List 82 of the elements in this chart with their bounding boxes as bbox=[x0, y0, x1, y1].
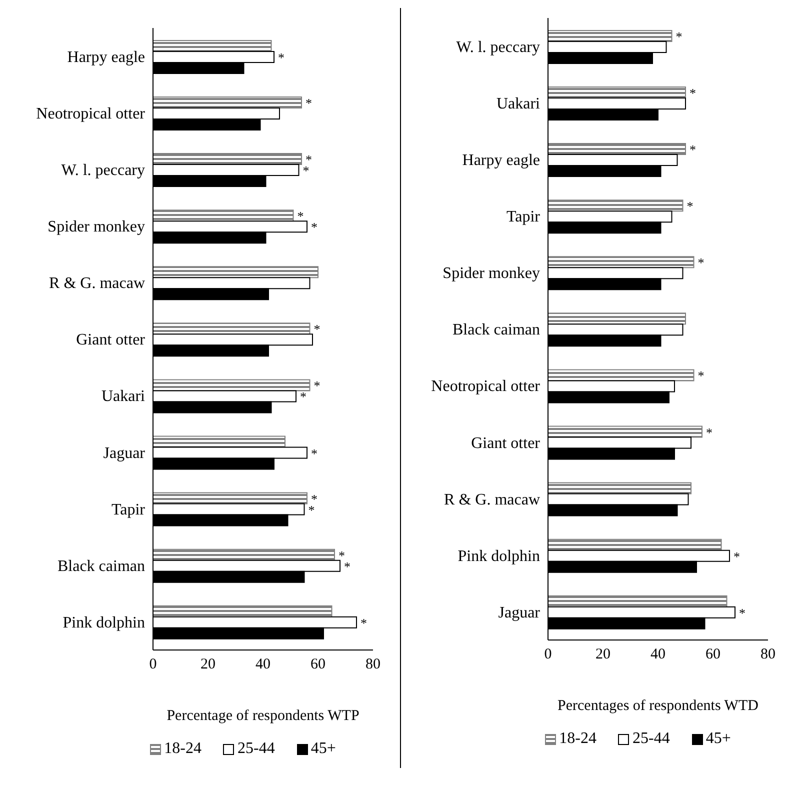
y-tick-label: Giant otter bbox=[76, 332, 146, 349]
x-tick-label: 20 bbox=[200, 656, 216, 673]
bar bbox=[548, 482, 692, 494]
y-tick-label: Pink dolphin bbox=[62, 614, 145, 632]
data-label: * bbox=[739, 605, 746, 620]
legend-label: 25-44 bbox=[632, 730, 670, 748]
bar bbox=[153, 40, 272, 52]
y-tick-label: Giant otter bbox=[471, 434, 541, 452]
x-tick-label: 60 bbox=[706, 646, 720, 663]
legend-label: 25-44 bbox=[237, 740, 275, 758]
y-tick-label: Black caiman bbox=[452, 322, 540, 339]
bar bbox=[153, 153, 302, 166]
bar bbox=[548, 538, 722, 551]
bar bbox=[548, 30, 672, 42]
bar bbox=[548, 426, 702, 438]
data-label: * bbox=[311, 220, 318, 235]
y-tick-label: Harpy eagle bbox=[462, 152, 540, 170]
y-tick-label: Uakari bbox=[101, 388, 146, 406]
x-tick-label: 0 bbox=[149, 656, 157, 673]
bar bbox=[153, 266, 318, 278]
x-tick-label: 0 bbox=[544, 646, 552, 663]
x-tick-label: 80 bbox=[760, 646, 776, 663]
y-tick-label: Black caiman bbox=[57, 558, 145, 575]
y-tick-label: Harpy eagle bbox=[67, 48, 145, 66]
y-tick-label: Tapir bbox=[111, 501, 146, 518]
data-label: * bbox=[690, 85, 696, 100]
data-label: * bbox=[360, 615, 367, 630]
x-tick-label: 60 bbox=[310, 656, 326, 673]
data-label: * bbox=[338, 548, 345, 563]
y-tick-label: R & G. macaw bbox=[49, 275, 146, 292]
y-tick-label: Spider monkey bbox=[48, 218, 145, 236]
data-label: * bbox=[698, 368, 704, 384]
bar bbox=[153, 96, 302, 108]
bar bbox=[548, 143, 686, 156]
y-tick-label: W. l. peccary bbox=[61, 162, 145, 180]
bar bbox=[153, 548, 335, 561]
x-axis-title: Percentage of respondents WTP bbox=[166, 708, 360, 724]
data-label: * bbox=[306, 95, 312, 110]
bar bbox=[548, 86, 686, 98]
data-label: * bbox=[314, 322, 320, 337]
data-label: * bbox=[297, 208, 304, 224]
y-tick-label: Jaguar bbox=[498, 604, 541, 622]
x-axis-title: Percentages of respondents WTD bbox=[558, 698, 759, 714]
y-tick-label: W. l. peccary bbox=[456, 38, 540, 56]
y-tick-label: R & G. macaw bbox=[444, 491, 540, 508]
y-tick-label: Neotropical otter bbox=[431, 378, 541, 396]
bar bbox=[548, 256, 694, 268]
x-tick-label: 40 bbox=[256, 656, 270, 673]
x-tick-label: 20 bbox=[596, 646, 610, 663]
x-tick-label: 80 bbox=[366, 656, 380, 673]
bar bbox=[153, 492, 308, 504]
data-label: * bbox=[734, 548, 740, 564]
bar bbox=[153, 379, 310, 392]
bar bbox=[548, 369, 694, 382]
data-label: * bbox=[314, 378, 320, 394]
y-tick-label: Tapir bbox=[506, 208, 541, 226]
legend-label: 18-24 bbox=[164, 740, 202, 758]
data-label: * bbox=[686, 198, 694, 214]
bar bbox=[548, 200, 684, 212]
legend-label: 18-24 bbox=[559, 730, 596, 748]
bar bbox=[153, 605, 332, 618]
y-tick-label: Neotropical otter bbox=[36, 106, 146, 122]
bar bbox=[153, 436, 286, 448]
data-label: * bbox=[344, 558, 350, 574]
data-label: * bbox=[311, 446, 318, 461]
legend-label: 45+ bbox=[310, 740, 336, 758]
data-label: * bbox=[698, 255, 704, 270]
data-label: * bbox=[690, 142, 696, 158]
y-tick-label: Jaguar bbox=[103, 444, 146, 462]
bar bbox=[548, 595, 728, 608]
legend-label: 45+ bbox=[706, 730, 731, 748]
x-tick-label: 40 bbox=[650, 646, 666, 663]
bar bbox=[153, 210, 294, 222]
data-label: * bbox=[676, 28, 682, 44]
bar bbox=[548, 312, 686, 325]
data-label: * bbox=[300, 389, 306, 404]
y-tick-label: Uakari bbox=[496, 96, 541, 112]
data-label: * bbox=[278, 50, 284, 65]
y-tick-label: Pink dolphin bbox=[458, 548, 540, 565]
data-label: * bbox=[706, 424, 712, 440]
bar bbox=[153, 322, 310, 335]
y-tick-label: Spider monkey bbox=[442, 265, 540, 282]
